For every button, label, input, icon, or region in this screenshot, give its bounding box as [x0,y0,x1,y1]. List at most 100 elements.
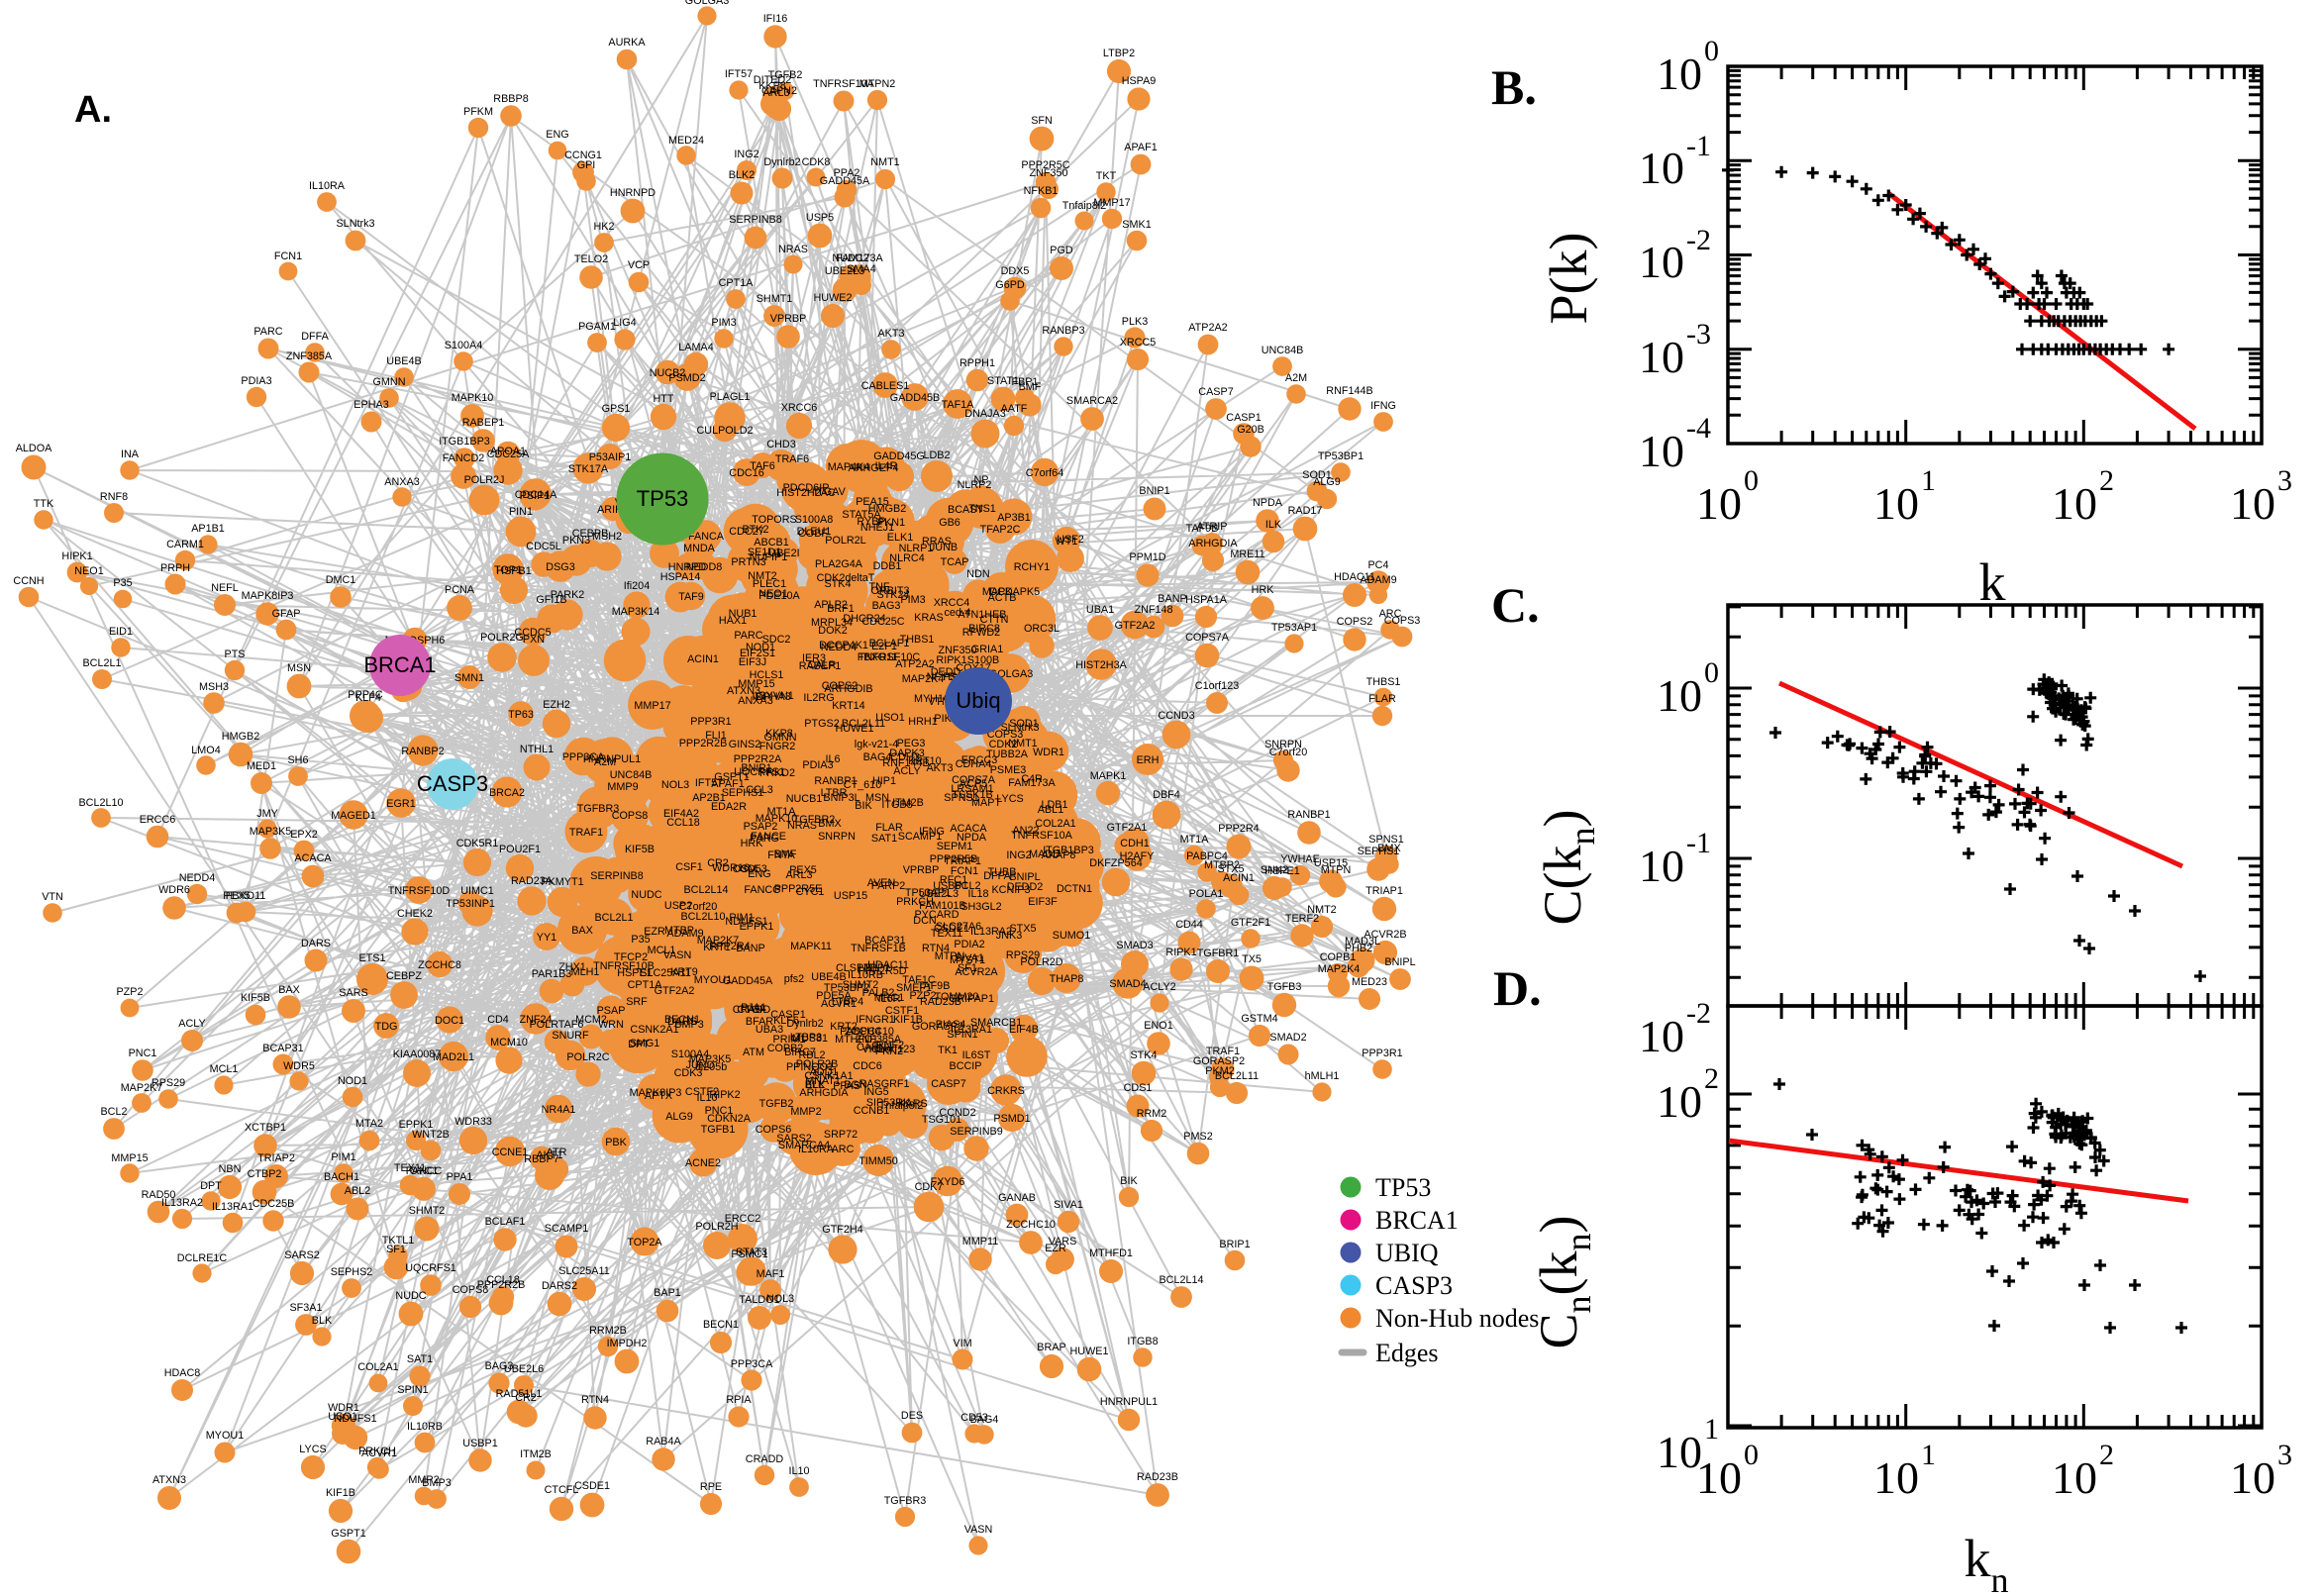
svg-text:PSAP2: PSAP2 [744,821,778,833]
svg-text:hMLH1: hMLH1 [1305,1070,1340,1082]
svg-text:SERPINB8: SERPINB8 [729,214,781,226]
svg-text:ZNF350: ZNF350 [938,645,976,656]
svg-text:CYC1: CYC1 [410,1165,439,1177]
svg-text:ING5: ING5 [863,1086,888,1098]
svg-text:GOLGA3: GOLGA3 [685,0,729,7]
svg-text:RANBP1: RANBP1 [814,775,857,787]
svg-text:LDB2: LDB2 [923,449,950,461]
svg-text:LTBP4: LTBP4 [832,996,863,1008]
svg-text:APAF1: APAF1 [711,778,744,790]
svg-text:PKM2: PKM2 [1205,1065,1234,1077]
svg-text:SIVA1: SIVA1 [1054,1199,1083,1211]
svg-text:IL18: IL18 [967,888,988,900]
svg-text:EGR1: EGR1 [386,798,415,810]
svg-text:ENG: ENG [546,129,568,141]
svg-text:pfs2: pfs2 [784,973,804,985]
svg-text:SNRPN: SNRPN [818,831,856,843]
svg-text:RFC1: RFC1 [940,874,967,886]
svg-text:HSPA9: HSPA9 [1122,75,1157,87]
svg-text:COPS3: COPS3 [987,729,1024,741]
svg-text:10: 10 [1639,332,1684,382]
svg-text:BCL2L10: BCL2L10 [78,797,123,809]
svg-text:CDKN2A: CDKN2A [707,1113,752,1125]
svg-text:CDC16: CDC16 [729,467,763,479]
svg-text:P53AIP1: P53AIP1 [589,451,632,463]
svg-text:NFKB1: NFKB1 [1024,185,1059,197]
svg-text:TNFRSF10D: TNFRSF10D [388,885,451,897]
svg-text:GFAP: GFAP [272,608,301,620]
svg-text:MSN: MSN [865,792,889,804]
svg-text:KKP8: KKP8 [758,80,786,92]
svg-text:RNF8: RNF8 [100,491,128,503]
svg-text:10: 10 [2052,478,2097,529]
svg-text:Edges: Edges [1375,1339,1439,1367]
svg-text:USBP1: USBP1 [933,880,967,892]
svg-text:LTBP2: LTBP2 [1103,48,1135,59]
svg-text:FNTA: FNTA [767,849,795,861]
svg-text:DBF4: DBF4 [1153,789,1180,801]
svg-text:SMAD2: SMAD2 [1269,1032,1306,1044]
svg-text:EZR: EZR [1045,1243,1066,1254]
svg-text:ACP5: ACP5 [960,778,987,790]
svg-text:CTBP2: CTBP2 [248,1168,282,1180]
svg-text:ATRIP: ATRIP [1197,521,1228,533]
svg-text:FBP1: FBP1 [1011,376,1038,388]
svg-text:TNFRSF10A: TNFRSF10A [1011,830,1073,842]
svg-text:RANBP1: RANBP1 [1287,809,1330,821]
svg-text:PSIP1: PSIP1 [520,490,551,502]
svg-text:HRK: HRK [741,838,764,849]
svg-text:ARC: ARC [1379,608,1402,620]
svg-text:RRM2B: RRM2B [589,1325,627,1337]
svg-text:BGN: BGN [844,1079,866,1091]
svg-text:NEO1: NEO1 [758,588,787,600]
svg-text:MAPK10: MAPK10 [452,392,494,404]
svg-text:APAF1: APAF1 [1124,142,1157,153]
svg-text:IFNG: IFNG [919,826,945,838]
svg-text:BAP1: BAP1 [654,1287,681,1299]
svg-text:CSNK1A1: CSNK1A1 [804,1070,853,1082]
svg-text:COL2A1: COL2A1 [1035,818,1075,830]
svg-text:AKAP8: AKAP8 [1042,849,1076,861]
svg-text:GTF2H4: GTF2H4 [822,1224,862,1236]
svg-text:PSAP: PSAP [597,1005,626,1017]
svg-text:FCN1: FCN1 [274,250,302,262]
svg-text:PRIM1: PRIM1 [773,1034,806,1046]
svg-text:DHCR24: DHCR24 [843,613,885,625]
svg-text:USO1: USO1 [328,1411,356,1423]
svg-text:ADAM9: ADAM9 [666,928,703,940]
svg-text:WRN: WRN [598,1019,624,1031]
svg-text:UQCRFS1: UQCRFS1 [734,766,785,778]
svg-text:TNFRSF1B: TNFRSF1B [851,943,906,954]
svg-text:LYCS: LYCS [299,1444,326,1455]
svg-text:SF3A1: SF3A1 [289,1302,322,1314]
svg-text:C7orf20: C7orf20 [1269,747,1307,758]
svg-text:PLK3: PLK3 [1122,316,1148,328]
svg-text:ATP2A2: ATP2A2 [895,658,934,670]
svg-text:DCCP4K1: DCCP4K1 [819,640,868,651]
svg-text:SEPHS1: SEPHS1 [1358,846,1400,857]
svg-text:KIF5B: KIF5B [625,844,655,855]
svg-text:MAD2L1: MAD2L1 [433,1051,474,1063]
svg-text:C.: C. [1491,577,1540,633]
svg-text:CCDC5: CCDC5 [514,627,551,639]
svg-text:BANP: BANP [736,943,764,954]
svg-text:SAT1: SAT1 [871,833,897,845]
svg-text:CSTF1: CSTF1 [885,1005,919,1017]
svg-text:NUFIP1: NUFIP1 [750,551,787,563]
svg-text:MRE11: MRE11 [1230,549,1264,560]
svg-text:VPRBP: VPRBP [903,864,940,876]
svg-text:KRT10: KRT10 [908,755,941,767]
svg-text:10: 10 [1873,478,1919,529]
svg-text:KRT1: KRT1 [703,942,730,953]
svg-text:BCL2: BCL2 [954,880,980,892]
svg-text:CULPOLD2: CULPOLD2 [696,425,753,437]
svg-text:PYCARD: PYCARD [915,909,960,921]
svg-text:C7orf20: C7orf20 [679,901,717,913]
svg-text:WNT2B: WNT2B [412,1129,450,1141]
svg-text:MYH10: MYH10 [914,693,950,705]
svg-text:TEX11: TEX11 [394,1162,426,1174]
svg-text:TGFB2: TGFB2 [759,1098,794,1110]
svg-text:TOP1: TOP1 [494,564,522,576]
svg-text:NRAS: NRAS [787,820,817,832]
svg-text:TGFB1: TGFB1 [701,1124,736,1136]
